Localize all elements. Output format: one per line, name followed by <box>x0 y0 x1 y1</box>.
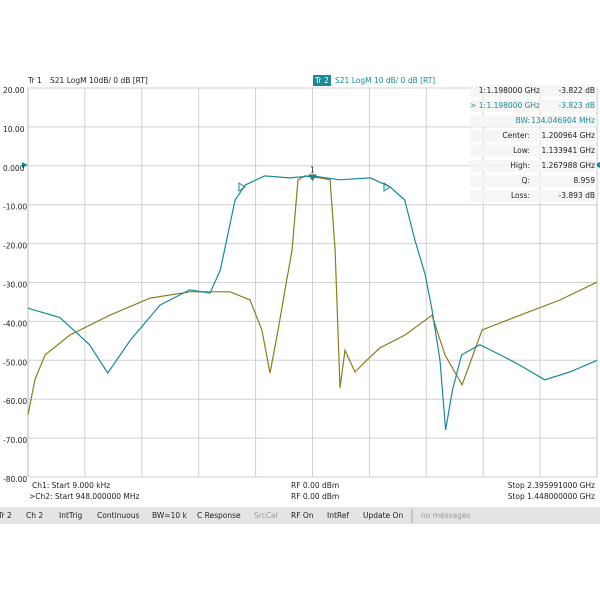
trace <box>27 175 598 431</box>
toolbar-item[interactable]: no messages <box>421 511 470 520</box>
y-tick-label: -20.00 <box>3 242 27 251</box>
marker-row-bg <box>470 100 597 112</box>
marker-row-bg <box>470 190 597 202</box>
footer-start: Ch1: Start 9.000 kHz <box>32 481 110 490</box>
toolbar <box>0 507 600 524</box>
trace1-label: Tr 1 <box>27 76 42 85</box>
toolbar-item[interactable]: SrcCal <box>254 511 278 520</box>
marker-row-bg <box>470 85 597 97</box>
marker-table-cell: Center: <box>502 131 530 140</box>
marker-row-bg <box>470 145 597 157</box>
marker-table-cell: BW: <box>516 116 530 125</box>
bw-marker <box>238 182 246 192</box>
toolbar-item[interactable]: IntTrig <box>59 511 83 520</box>
y-tick-label: -10.00 <box>3 203 27 212</box>
trace1-desc: S21 LogM 10dB/ 0 dB [RT] <box>50 76 148 85</box>
toolbar-item[interactable]: BW=10 k <box>152 511 188 520</box>
marker-table-cell: Loss: <box>511 191 530 200</box>
y-tick-label: -50.00 <box>3 358 27 367</box>
marker-table-cell: High: <box>510 161 530 170</box>
trace2-desc: S21 LogM 10 dB/ 0 dB [RT] <box>335 76 435 85</box>
trace2-highlight[interactable] <box>313 75 331 86</box>
footer-stop: Stop 1.448000000 GHz <box>508 492 595 501</box>
y-tick-label: -70.00 <box>3 436 27 445</box>
toolbar-item[interactable]: Continuous <box>97 511 139 520</box>
marker-table-cell: 134.046904 MHz <box>531 116 595 125</box>
marker-table-cell: > 1: <box>470 101 486 110</box>
marker-row-bg <box>470 175 597 187</box>
y-tick-label: -30.00 <box>3 281 27 290</box>
marker-table-cell: -3.823 dB <box>559 101 595 110</box>
y-tick-label: 0.000 <box>3 164 25 173</box>
marker-table-cell: 8.959 <box>574 176 596 185</box>
ref-arrow-left <box>22 162 28 168</box>
marker-table-cell: Low: <box>513 146 530 155</box>
marker-table-cell: 1: <box>479 86 486 95</box>
footer-start: >Ch2: Start 948.000000 MHz <box>29 492 139 501</box>
toolbar-item[interactable]: C Response <box>197 511 241 520</box>
y-tick-label: 20.00 <box>3 86 25 95</box>
marker-table-cell: 1.267988 GHz <box>541 161 595 170</box>
marker-table-cell: 1.198000 GHz <box>486 86 540 95</box>
toolbar-item[interactable]: RF On <box>291 511 314 520</box>
toolbar-item[interactable]: Tr 2 <box>0 511 12 520</box>
marker-row-bg <box>470 115 597 127</box>
y-tick-label: -80.00 <box>3 475 27 484</box>
y-tick-label: -40.00 <box>3 319 27 328</box>
marker-table-cell: 1.198000 GHz <box>486 101 540 110</box>
trace2-label[interactable]: Tr 2 <box>314 76 329 85</box>
marker-table-cell: -3.893 dB <box>559 191 595 200</box>
marker-table-cell: 1.133941 GHz <box>541 146 595 155</box>
y-tick-label: -60.00 <box>3 397 27 406</box>
toolbar-item[interactable]: Ch 2 <box>26 511 43 520</box>
marker-table-cell: 1.200964 GHz <box>541 131 595 140</box>
footer-rf: RF 0.00 dBm <box>291 481 339 490</box>
marker-label: 1 <box>310 166 315 175</box>
marker <box>308 174 317 182</box>
footer-rf: RF 0.00 dBm <box>291 492 339 501</box>
marker-row-bg <box>470 160 597 172</box>
toolbar-item[interactable]: IntRef <box>327 511 349 520</box>
bw-marker <box>383 182 391 192</box>
marker-table-cell: -3.822 dB <box>559 86 595 95</box>
marker-table-cell: Q: <box>522 176 530 185</box>
y-tick-label: 10.00 <box>3 125 25 134</box>
toolbar-item[interactable]: Update On <box>363 511 403 520</box>
marker-row-bg <box>470 130 597 142</box>
footer-stop: Stop 2.395991000 GHz <box>508 481 595 490</box>
